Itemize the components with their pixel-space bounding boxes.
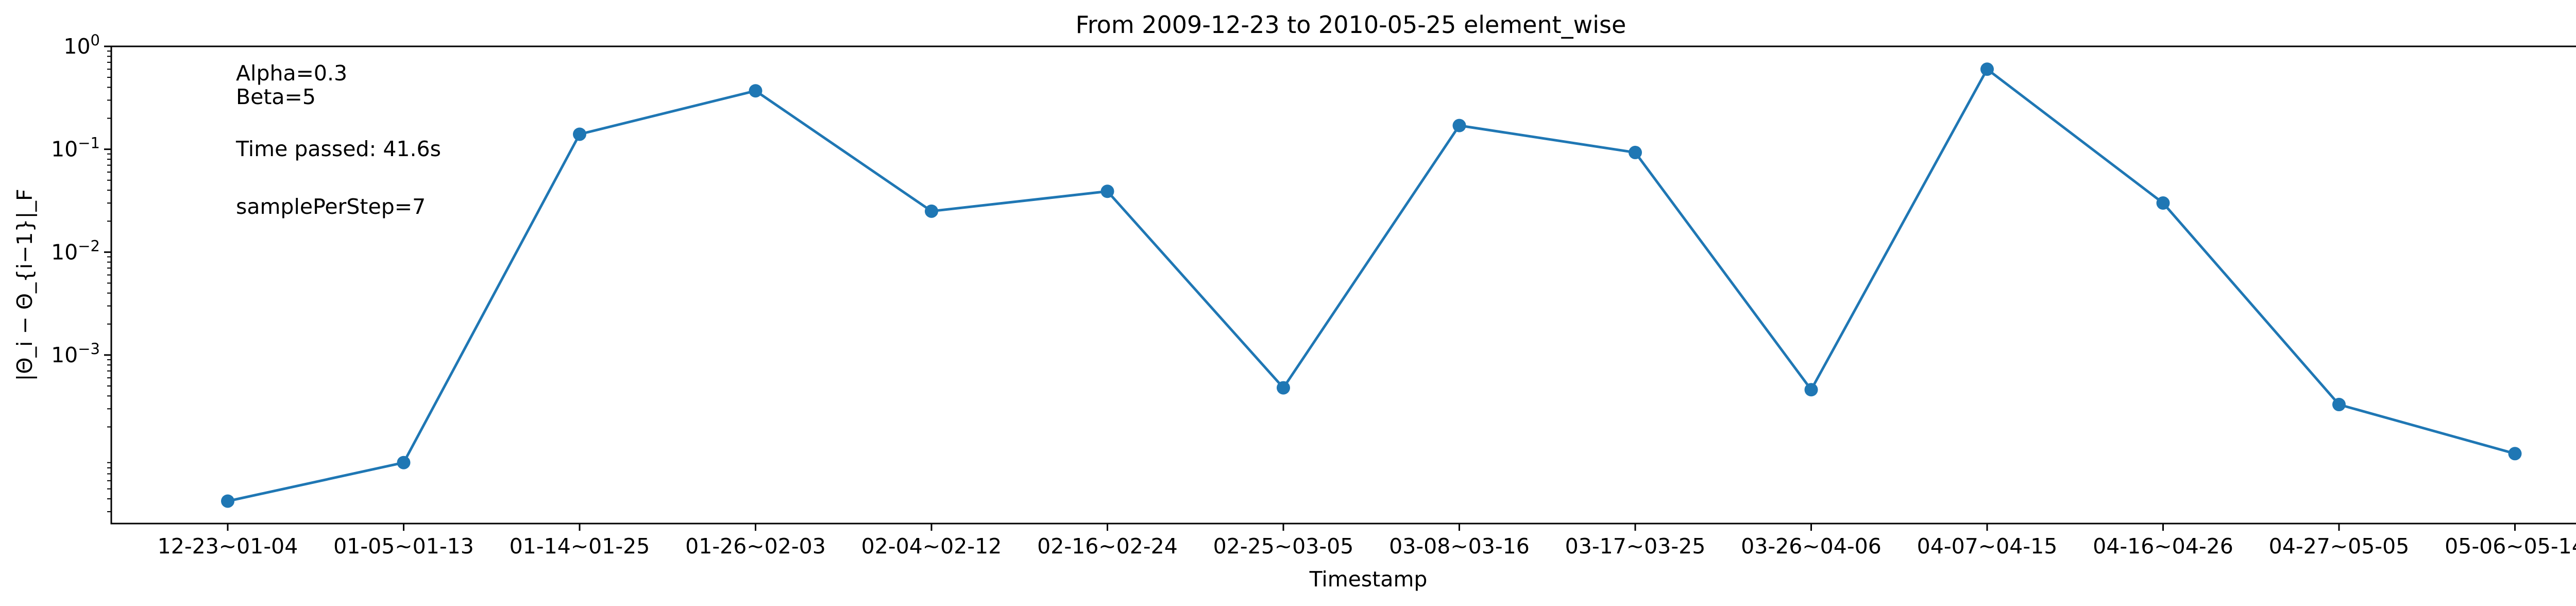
series-polyline [227,67,2516,502]
data-point [397,456,411,469]
data-point [1452,119,1466,132]
x-axis-ticks: 12-23~01-04 01-05~01-13 01-14~01-25 01-26~0… [158,524,2576,559]
annotation-sample-per-step: samplePerStep=7 [236,194,426,219]
annotation-time-passed: Time passed: 41.6s [235,137,441,161]
y-tick-label: 100 [63,31,100,59]
x-axis-label: Timestamp [1309,567,1428,592]
chart-title: From 2009-12-23 to 2010-05-25 element_wi… [1076,11,1626,39]
annotation-alpha: Alpha=0.3 [236,61,347,86]
annotation-block: Alpha=0.3 Beta=5 Time passed: 41.6s samp… [235,61,441,219]
data-point [573,127,586,141]
x-tick-label: 01-26~02-03 [685,534,826,559]
plot-frame [110,45,2576,525]
x-tick-label: 03-17~03-25 [1565,534,1706,559]
data-point [1100,184,1114,198]
x-tick-label: 04-07~04-15 [1917,534,2058,559]
x-tick-label: 04-27~05-05 [2269,534,2410,559]
data-point [925,204,938,218]
x-tick-label: 05-06~05-14 [2445,534,2576,559]
data-point [749,84,762,98]
x-tick-label: 12-23~01-04 [158,534,298,559]
y-tick-label: 10−1 [51,134,100,162]
annotation-beta: Beta=5 [236,85,316,109]
data-point [221,494,234,508]
x-tick-label: 03-26~04-06 [1741,534,1882,559]
x-tick-label: 02-25~03-05 [1213,534,1354,559]
data-point [1277,381,1290,395]
x-tick-label: 04-16~04-26 [2093,534,2233,559]
series-line [221,62,2522,508]
data-point [2332,398,2346,412]
x-tick-label: 01-14~01-25 [510,534,650,559]
x-tick-label: 02-16~02-24 [1037,534,1178,559]
data-point [1980,62,1994,76]
x-tick-label: 03-08~03-16 [1389,534,1530,559]
y-axis-label: |Θ_i − Θ_{i−1}|_F [12,189,37,381]
data-point [1629,145,1642,159]
data-point [2508,447,2522,461]
data-point [1804,383,1818,397]
y-tick-label: 10−2 [51,237,100,264]
y-axis-ticks: 10−3 10−2 10−1 100 [51,31,111,512]
y-tick-label: 10−3 [51,340,100,367]
x-tick-label: 02-04~02-12 [861,534,1002,559]
x-tick-label: 01-05~01-13 [333,534,474,559]
data-point [2156,196,2170,210]
